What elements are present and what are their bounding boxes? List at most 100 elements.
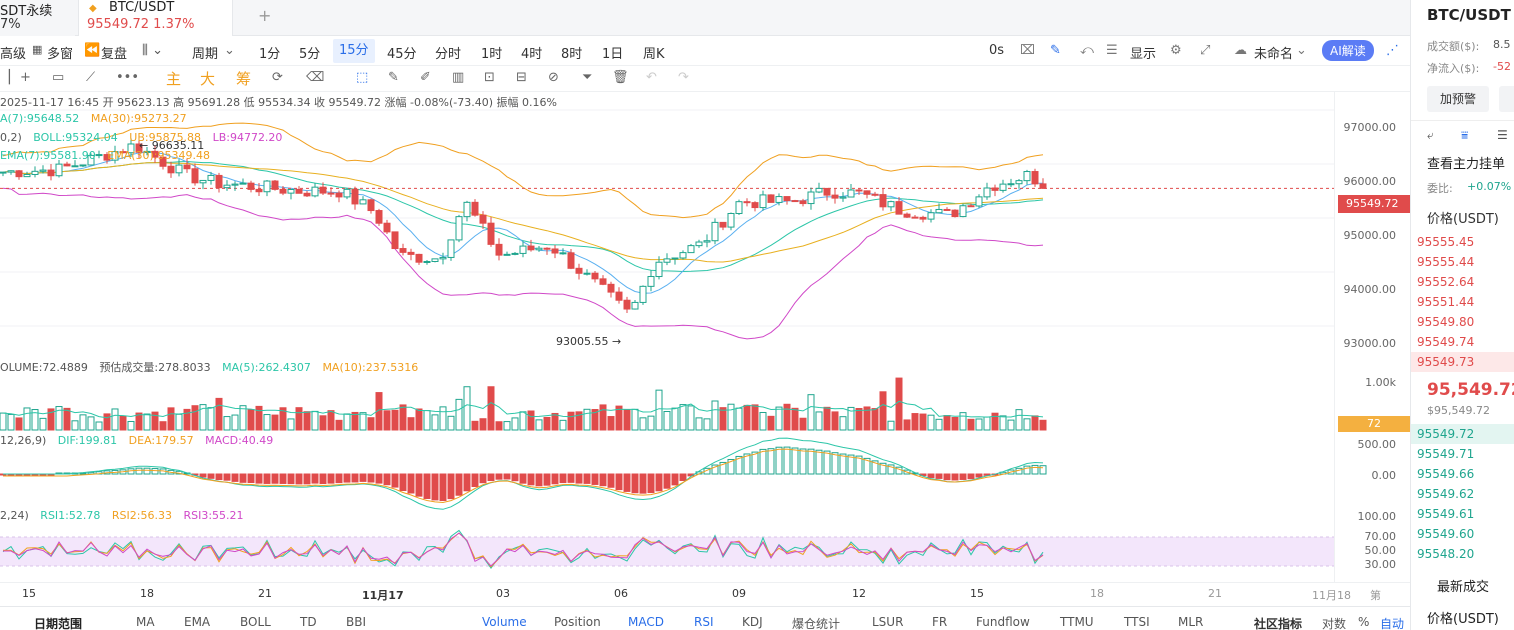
redo-icon[interactable]: ↷ <box>678 70 689 85</box>
ask-row[interactable]: 95555.44 <box>1417 255 1475 269</box>
rotate-icon[interactable]: ⟳ <box>272 70 283 85</box>
indicator-liquidation[interactable]: 爆仓统计 <box>792 617 841 630</box>
indicator-ema[interactable]: EMA <box>184 615 211 629</box>
alert-extra-button[interactable] <box>1499 86 1514 112</box>
indicator-rsi[interactable]: RSI <box>694 615 714 629</box>
ask-row[interactable]: 95551.44 <box>1417 295 1475 309</box>
indicator-ma[interactable]: MA <box>136 615 155 629</box>
view-main-orders-link[interactable]: 查看主力挂单 <box>1427 157 1506 172</box>
settings-icon[interactable]: ⚙ <box>1170 43 1182 58</box>
tab-btc-usdt[interactable]: ◆ BTC/USDT 95549.72 1.37% <box>78 0 233 36</box>
replay-button[interactable]: 复盘 <box>101 47 128 62</box>
bid-row[interactable]: 95549.62 <box>1417 487 1475 501</box>
lock-icon[interactable]: ⊡ <box>484 70 495 85</box>
date-range-dropdown[interactable]: 日期范围 <box>34 617 83 630</box>
candle-type-icon[interactable]: ⫼ ⌄ <box>142 43 164 58</box>
undo-drawing-icon[interactable]: ⤺ <box>1080 43 1094 58</box>
pencil-icon[interactable]: ✎ <box>388 70 399 85</box>
indicator-ttmu[interactable]: TTMU <box>1060 615 1094 629</box>
bid-row[interactable]: 95548.20 <box>1417 547 1475 561</box>
ask-row[interactable]: 95549.80 <box>1417 315 1475 329</box>
auto-toggle[interactable]: 自动 <box>1380 617 1405 630</box>
indicator-volume[interactable]: Volume <box>482 615 527 629</box>
interval-1h[interactable]: 1时 <box>481 47 503 62</box>
big-order-button[interactable]: 大 <box>200 70 216 88</box>
multi-window-button[interactable]: 多窗 <box>47 47 74 62</box>
indicator-fundflow[interactable]: Fundflow <box>976 615 1030 629</box>
indicator-fr[interactable]: FR <box>932 615 948 629</box>
undo-icon[interactable]: ↶ <box>646 70 657 85</box>
interval-1m[interactable]: 1分 <box>259 47 281 62</box>
interval-15m[interactable]: 15分 <box>333 39 375 63</box>
indicator-boll[interactable]: BOLL <box>240 615 271 629</box>
ai-analysis-button[interactable]: AI解读 <box>1322 40 1374 61</box>
bid-row[interactable]: 95549.72 <box>1417 427 1475 441</box>
ask-row[interactable]: 95549.73 <box>1417 355 1475 369</box>
bid-row[interactable]: 95549.60 <box>1417 527 1475 541</box>
interval-1d[interactable]: 1日 <box>602 47 624 62</box>
boll-params: 0,2) <box>0 131 22 144</box>
interval-timeshare[interactable]: 分时 <box>435 47 462 62</box>
filter-icon[interactable]: ⏷ <box>582 70 593 85</box>
community-indicators[interactable]: 社区指标 <box>1254 617 1303 630</box>
share-icon[interactable]: ⋰ <box>1386 43 1399 58</box>
advanced-button[interactable]: 高级 <box>0 47 27 62</box>
main-force-button[interactable]: 主 <box>166 70 182 88</box>
interval-45m[interactable]: 45分 <box>387 47 417 62</box>
dea-label: DEA:179.57 <box>128 434 194 447</box>
volume-label: OLUME:72.4889 <box>0 361 88 374</box>
eraser-icon[interactable]: ⌫ <box>306 70 325 85</box>
macd-bar <box>295 473 303 485</box>
add-tab-icon[interactable]: + <box>258 6 272 25</box>
indicator-lsur[interactable]: LSUR <box>872 615 904 629</box>
layout-name-dropdown[interactable]: 未命名 <box>1254 47 1294 62</box>
volume-bar <box>1023 418 1031 431</box>
add-alert-button[interactable]: 加预警 <box>1427 86 1489 112</box>
cursor-icon[interactable]: ⬚ <box>356 70 369 85</box>
book-mode-bids-icon[interactable]: ⩸ <box>1461 128 1469 142</box>
log-toggle[interactable]: 对数 <box>1322 617 1347 630</box>
book-mode-both-icon[interactable]: ⤶ <box>1427 128 1434 142</box>
indicator-kdj[interactable]: KDJ <box>742 615 763 629</box>
indicator-macd[interactable]: MACD <box>628 615 664 629</box>
pen-icon[interactable]: ✎ <box>1050 43 1061 58</box>
display-button[interactable]: 显示 <box>1130 47 1157 62</box>
candle-body <box>207 174 215 181</box>
interval-1w[interactable]: 周K <box>643 47 665 62</box>
magnet-icon[interactable]: ⊘ <box>548 70 559 85</box>
indicator-mlr[interactable]: MLR <box>1178 615 1204 629</box>
interval-8h[interactable]: 8时 <box>561 47 583 62</box>
ask-row[interactable]: 95552.64 <box>1417 275 1475 289</box>
indicator-ttsi[interactable]: TTSI <box>1124 615 1150 629</box>
ask-row[interactable]: 95555.45 <box>1417 235 1475 249</box>
bid-row[interactable]: 95549.71 <box>1417 447 1475 461</box>
kline-chart[interactable] <box>0 92 1334 582</box>
ask-row[interactable]: 95549.74 <box>1417 335 1475 349</box>
period-dropdown[interactable]: 周期 <box>192 47 219 62</box>
indicator-bbi[interactable]: BBI <box>346 615 367 629</box>
ruler-icon[interactable]: ▕ <box>0 70 10 85</box>
indicator-td[interactable]: TD <box>300 615 317 629</box>
rectangle-icon[interactable]: ▭ <box>52 70 65 85</box>
dots-icon[interactable]: ••• <box>116 70 140 85</box>
candle-body <box>0 171 7 174</box>
measure-icon[interactable]: ▥ <box>452 70 465 85</box>
bid-row[interactable]: 95549.66 <box>1417 467 1475 481</box>
tab-usdt-perp[interactable]: SDT永续 7% <box>0 0 75 36</box>
bid-row[interactable]: 95549.61 <box>1417 507 1475 521</box>
camera-icon[interactable]: ⌧ <box>1020 43 1035 58</box>
interval-5m[interactable]: 5分 <box>299 47 321 62</box>
hide-icon[interactable]: ⊟ <box>516 70 527 85</box>
book-mode-asks-icon[interactable]: ☰ <box>1497 128 1508 142</box>
chips-button[interactable]: 筹 <box>236 70 252 88</box>
trendline-icon[interactable]: ⟋ <box>86 70 96 85</box>
fullscreen-icon[interactable]: ⤢ <box>1200 43 1211 58</box>
brush-icon[interactable]: ✐ <box>420 70 431 85</box>
interval-4h[interactable]: 4时 <box>521 47 543 62</box>
ytick: 94000.00 <box>1343 283 1397 296</box>
horizontal-line-icon[interactable]: + <box>20 70 31 85</box>
trash-icon[interactable]: 🗑 <box>612 70 629 85</box>
indicator-position[interactable]: Position <box>554 615 601 629</box>
percent-toggle[interactable]: % <box>1358 615 1370 629</box>
volume-bar <box>615 405 623 431</box>
